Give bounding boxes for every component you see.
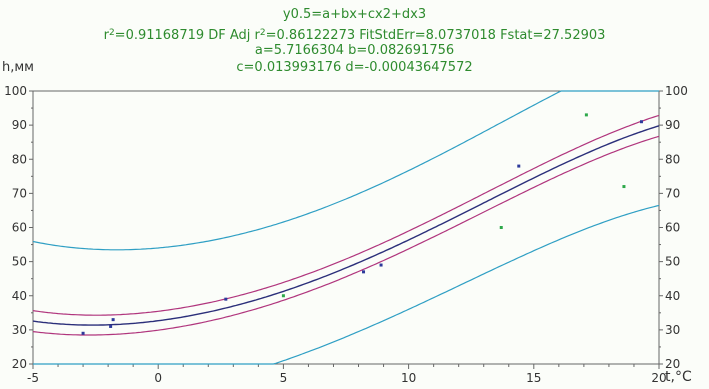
x-tick-label: 10 [401,371,416,385]
x-tick-label: 20 [651,371,666,385]
plot-frame [32,90,660,365]
data-point [81,331,85,335]
fit-curve [32,125,660,326]
data-point [639,120,643,124]
data-point [109,324,113,328]
y-tick-label-right: 70 [665,186,680,200]
y-axis-label: h,мм [2,60,34,75]
y-tick-label-left: 70 [12,186,27,200]
data-point [281,294,285,298]
prediction-band-upper [32,90,659,251]
y-tick-label-right: 80 [665,152,680,166]
data-point [584,113,588,117]
y-tick-label-right: 50 [665,255,680,269]
data-point [517,164,521,168]
data-point [111,318,115,322]
x-tick-label: 15 [526,371,541,385]
data-point [622,185,626,189]
y-tick-label-left: 40 [12,289,27,303]
y-tick-label-left: 80 [12,152,27,166]
data-point [379,263,383,267]
chart-params-cd: c=0.013993176 d=-0.00043647572 [236,60,473,75]
y-tick-label-right: 30 [665,323,680,337]
x-tick-label: 5 [280,371,288,385]
x-tick-label: 0 [154,371,162,385]
y-tick-label-right: 40 [665,289,680,303]
y-tick-label-right: 20 [665,357,680,371]
stats-mid: =0.91168719 DF Adj r [114,28,260,43]
y-tick-label-left: 100 [4,84,27,98]
y-tick-label-left: 20 [12,357,27,371]
y-tick-label-right: 90 [665,118,680,132]
stats-r: r [103,28,109,43]
prediction-band-lower [33,204,660,365]
stats-adj-sup: 2 [259,28,266,38]
y-tick-label-right: 100 [665,84,688,98]
x-axis-label: t,°C [665,369,692,385]
x-tick-label: -5 [27,371,39,385]
chart-params-ab: a=5.7166304 b=0.082691756 [254,43,455,58]
data-point [362,270,366,274]
data-point [499,226,503,229]
chart-stats: r2=0.91168719 DF Adj r2=0.86122273 FitSt… [0,25,709,44]
chart-equation: y0.5=a+bx+cx2+dx3 [282,7,427,22]
stats-r-sup: 2 [108,28,115,38]
y-tick-label-left: 60 [12,221,27,235]
confidence-band-lower [32,135,660,336]
confidence-band-upper [32,114,660,316]
data-point [224,297,228,301]
y-tick-label-left: 30 [12,323,27,337]
y-tick-label-right: 60 [665,221,680,235]
y-tick-label-left: 90 [12,118,27,132]
stats-suffix: =0.86122273 FitStdErr=8.0737018 Fstat=27… [265,28,606,43]
y-tick-label-left: 50 [12,255,27,269]
